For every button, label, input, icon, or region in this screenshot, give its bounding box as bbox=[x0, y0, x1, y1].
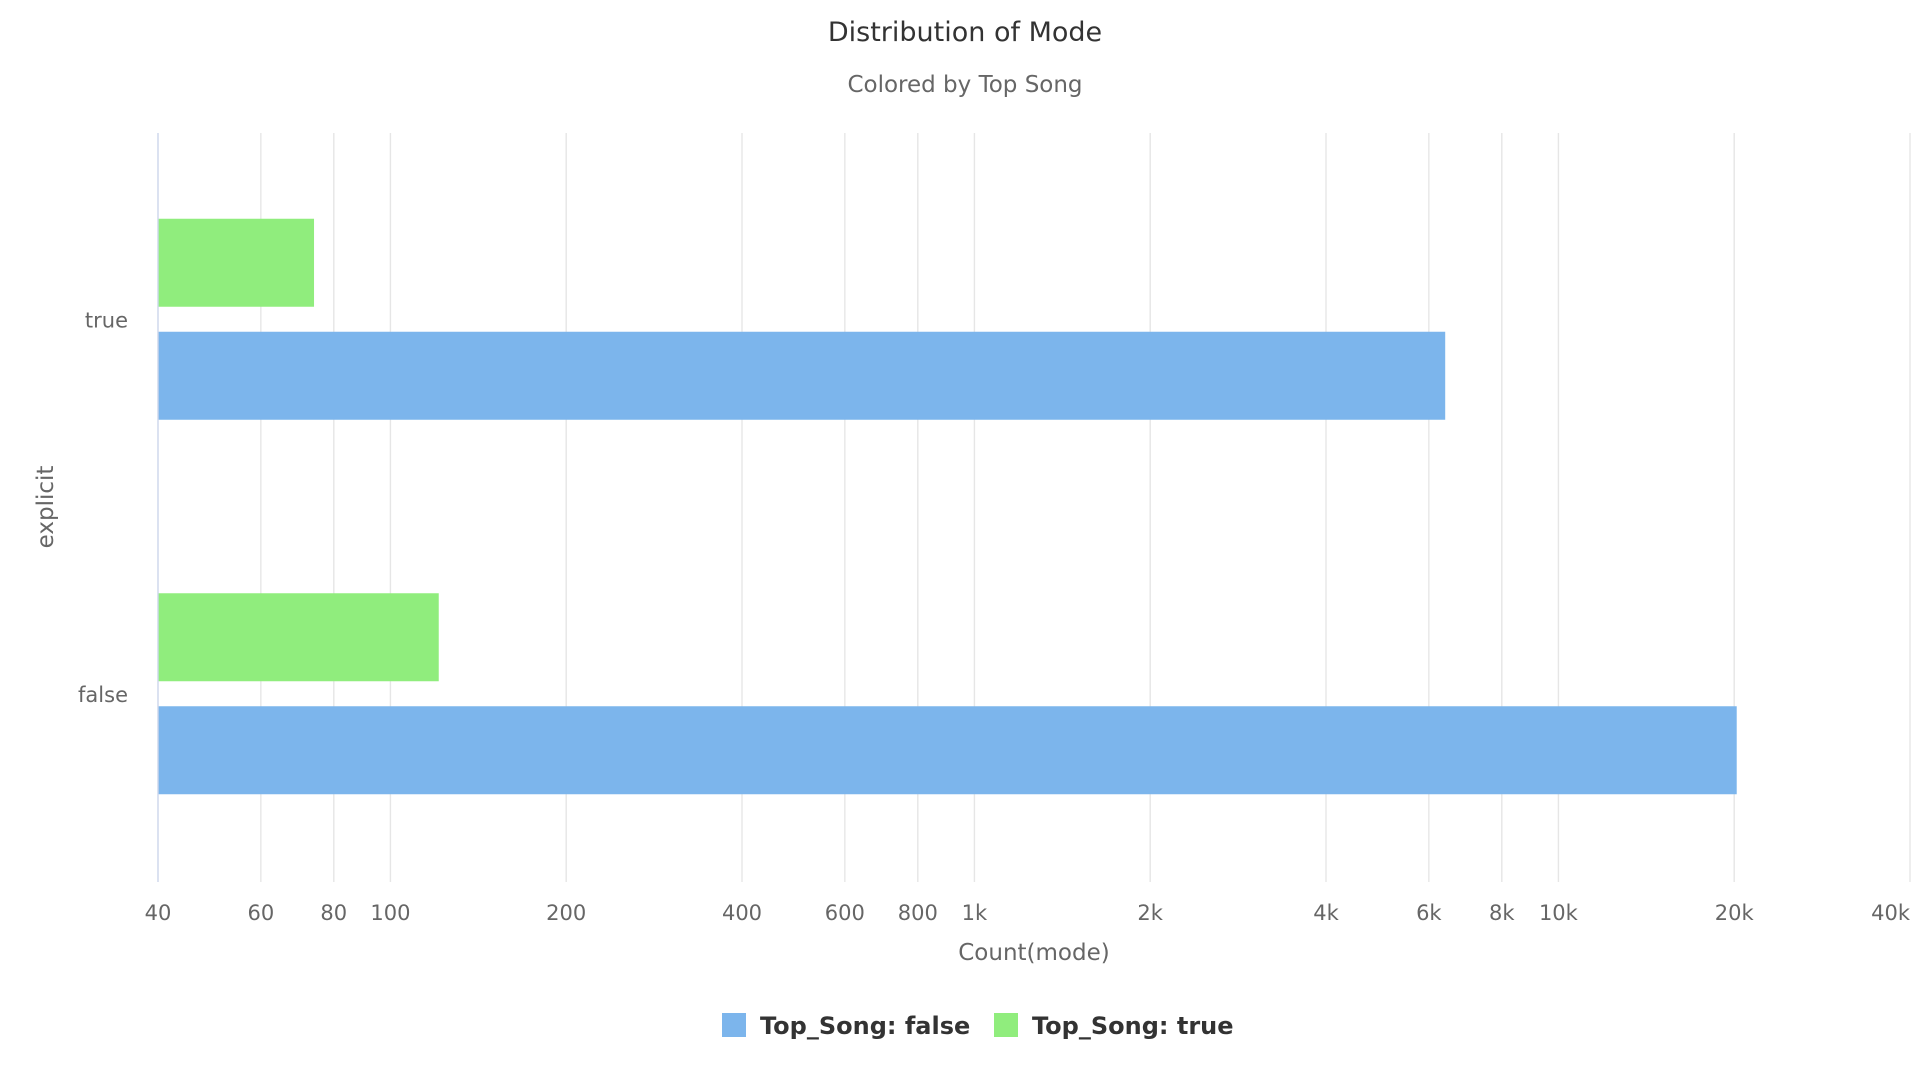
x-tick-label: 80 bbox=[320, 901, 347, 925]
legend-swatch[interactable] bbox=[994, 1013, 1018, 1037]
x-tick-label: 40 bbox=[145, 901, 172, 925]
y-category-label: true bbox=[85, 308, 128, 332]
x-tick-label: 60 bbox=[247, 901, 274, 925]
x-tick-label: 100 bbox=[370, 901, 410, 925]
legend-label[interactable]: Top_Song: true bbox=[1032, 1012, 1234, 1040]
x-axis-tick-labels: 40 60 80 100 200 400 600 800 1k 2k 4k 6k 8k 10k 20k 40k bbox=[145, 901, 1911, 925]
legend: Top_Song: false Top_Song: true bbox=[722, 1012, 1234, 1040]
bar[interactable] bbox=[158, 593, 439, 682]
x-tick-label: 1k bbox=[962, 901, 988, 925]
bar[interactable] bbox=[158, 218, 315, 307]
x-tick-label: 800 bbox=[898, 901, 938, 925]
x-tick-label: 200 bbox=[546, 901, 586, 925]
bar-series bbox=[158, 218, 1737, 795]
chart-subtitle: Colored by Top Song bbox=[847, 72, 1082, 98]
y-category-label: false bbox=[78, 683, 128, 707]
chart-title: Distribution of Mode bbox=[828, 17, 1102, 48]
x-tick-label: 4k bbox=[1313, 901, 1339, 925]
x-tick-label: 8k bbox=[1489, 901, 1515, 925]
legend-label[interactable]: Top_Song: false bbox=[760, 1012, 970, 1040]
legend-swatch[interactable] bbox=[722, 1013, 746, 1037]
bar[interactable] bbox=[158, 706, 1737, 795]
bar[interactable] bbox=[158, 331, 1446, 420]
x-tick-label: 600 bbox=[825, 901, 865, 925]
x-tick-label: 20k bbox=[1715, 901, 1755, 925]
x-tick-label: 40k bbox=[1871, 901, 1911, 925]
y-axis-category-labels: true false bbox=[78, 308, 128, 707]
x-tick-label: 2k bbox=[1137, 901, 1163, 925]
x-axis-title: Count(mode) bbox=[958, 940, 1109, 966]
x-tick-label: 6k bbox=[1416, 901, 1442, 925]
x-tick-label: 400 bbox=[722, 901, 762, 925]
y-axis-title: explicit bbox=[33, 466, 59, 549]
x-tick-label: 10k bbox=[1539, 901, 1579, 925]
